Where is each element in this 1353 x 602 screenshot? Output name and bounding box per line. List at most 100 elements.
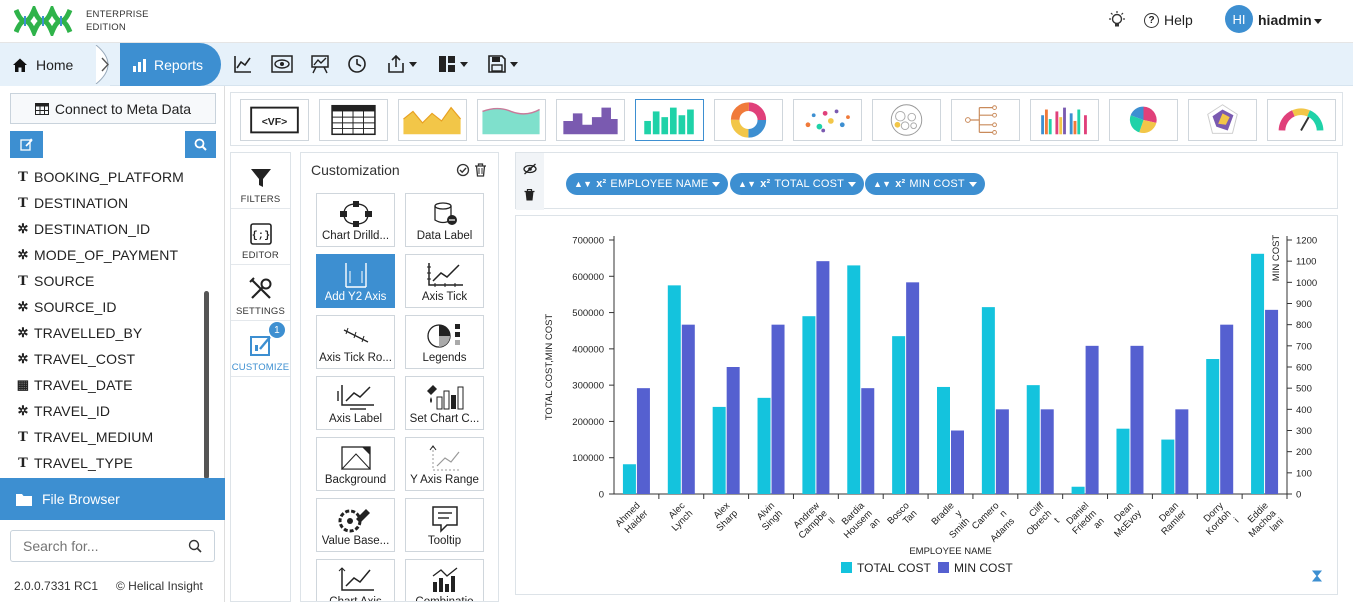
edit-icon <box>20 138 33 151</box>
customization-tile[interactable]: Data Label <box>405 193 484 247</box>
chart-type-grouped-bar[interactable] <box>635 99 704 141</box>
y2-tick-label: 1000 <box>1296 278 1317 289</box>
customization-tile[interactable]: Axis Label <box>316 376 395 430</box>
export-icon[interactable] <box>386 52 417 76</box>
chart-type-multi-bar[interactable] <box>1030 99 1099 141</box>
field-item-label: TRAVEL_DATE <box>34 377 133 393</box>
customization-tile[interactable]: Axis Tick <box>405 254 484 308</box>
search-icon[interactable] <box>188 539 202 553</box>
numeric-type-icon: ✲ <box>17 247 29 262</box>
chart-type-area[interactable] <box>398 99 467 141</box>
customization-tile[interactable]: Add Y2 Axis <box>316 254 395 308</box>
customization-tile-label: Add Y2 Axis <box>324 291 387 303</box>
chart-type-vf[interactable]: <VF> <box>240 99 309 141</box>
layout-icon[interactable] <box>437 52 468 76</box>
y-axis-label: TOTAL COST,MIN COST <box>544 314 555 421</box>
field-item[interactable]: ✲ SOURCE_ID <box>16 294 201 320</box>
customization-tile-label: Axis Tick <box>421 291 468 303</box>
field-item[interactable]: T TRAVEL_MEDIUM <box>16 424 201 450</box>
field-list-scrollbar[interactable] <box>204 291 209 479</box>
edit-metadata-button[interactable] <box>10 131 43 158</box>
customization-tile[interactable]: Chart Axis <box>316 559 395 601</box>
line-chart-icon[interactable] <box>233 52 253 76</box>
x-tick-label-line: Adams <box>988 516 1017 545</box>
chart-type-bar-steps[interactable] <box>556 99 625 141</box>
breadcrumb-reports[interactable]: Reports <box>120 43 221 86</box>
helical-logo-icon[interactable] <box>14 6 76 36</box>
y2-axis-label: MIN COST <box>1271 235 1282 282</box>
chart-color-icon <box>406 383 483 411</box>
customization-tile[interactable]: Value Base... <box>316 498 395 552</box>
user-menu[interactable]: hiadmin <box>1258 12 1322 28</box>
help-link[interactable]: ? Help <box>1144 12 1193 28</box>
report-chart-icon[interactable] <box>310 52 330 76</box>
bulb-icon[interactable] <box>1107 10 1127 30</box>
field-item[interactable]: T BOOKING_PLATFORM <box>16 164 201 190</box>
avatar[interactable]: HI <box>1225 5 1253 33</box>
chart-type-gauge[interactable] <box>1267 99 1336 141</box>
customization-tile[interactable]: Axis Tick Ro... <box>316 315 395 369</box>
chart-type-tree[interactable] <box>951 99 1020 141</box>
tab-editor[interactable]: {;} EDITOR <box>231 209 290 265</box>
chart-type-radar[interactable] <box>1188 99 1257 141</box>
field-pill-label: EMPLOYEE NAME <box>610 178 709 190</box>
tab-customize[interactable]: CUSTOMIZE 1 <box>231 321 290 377</box>
field-pill-employee-name[interactable]: ▲▼ x² EMPLOYEE NAME <box>566 173 729 195</box>
customization-tile-label: Combinatio <box>415 596 474 602</box>
field-item[interactable]: ✲ TRAVELLED_BY <box>16 320 201 346</box>
customization-tile[interactable]: Set Chart C... <box>405 376 484 430</box>
customization-tile[interactable]: Y Axis Range <box>405 437 484 491</box>
history-icon[interactable] <box>347 52 367 76</box>
customize-count-badge: 1 <box>269 322 285 338</box>
chart-type-table[interactable] <box>319 99 388 141</box>
customization-title: Customization <box>311 162 400 178</box>
search-fields-button[interactable] <box>185 131 216 158</box>
bar-total-cost <box>802 316 816 494</box>
customization-tile[interactable]: Combinatio <box>405 559 484 602</box>
calendar-icon: ▦ <box>16 377 30 392</box>
tab-settings[interactable]: SETTINGS <box>231 265 290 321</box>
file-browser-button[interactable]: File Browser <box>0 478 225 520</box>
field-item[interactable]: ✲ DESTINATION_ID <box>16 216 201 242</box>
chart-type-pie[interactable] <box>1109 99 1178 141</box>
trash-icon[interactable] <box>524 189 535 201</box>
numeric-type-icon: ✲ <box>17 221 29 236</box>
trash-icon[interactable] <box>474 163 487 177</box>
chart-type-pack[interactable] <box>872 99 941 141</box>
field-item[interactable]: T TRAVEL_TYPE <box>16 450 201 476</box>
customization-tile-label: Legends <box>422 352 467 364</box>
visibility-icon[interactable] <box>523 163 537 175</box>
save-icon[interactable] <box>487 52 518 76</box>
tab-filters[interactable]: FILTERS <box>231 153 290 209</box>
bar-total-cost <box>1251 253 1265 494</box>
home-icon <box>13 58 27 72</box>
field-pill-min-cost[interactable]: ▲▼ x² MIN COST <box>865 173 985 195</box>
customization-tile-label: Data Label <box>416 230 473 242</box>
bar-total-cost <box>847 265 861 494</box>
field-item[interactable]: ▦ TRAVEL_DATE <box>16 372 201 398</box>
search-input[interactable] <box>23 538 183 554</box>
customization-tile[interactable]: Background <box>316 437 395 491</box>
bar-min-cost <box>771 324 785 494</box>
preview-icon[interactable] <box>271 52 293 76</box>
connect-metadata-button[interactable]: Connect to Meta Data <box>10 93 216 124</box>
chart-type-scatter[interactable] <box>793 99 862 141</box>
numeric-type-icon: ✲ <box>17 351 29 366</box>
customization-tile[interactable]: Chart Drilld... <box>316 193 395 247</box>
customization-tile[interactable]: Tooltip <box>405 498 484 552</box>
field-item[interactable]: ✲ MODE_OF_PAYMENT <box>16 242 201 268</box>
field-item[interactable]: T SOURCE <box>16 268 201 294</box>
check-circle-icon[interactable] <box>456 163 470 177</box>
field-item[interactable]: ✲ TRAVEL_COST <box>16 346 201 372</box>
field-item[interactable]: ✲ TRAVEL_ID <box>16 398 201 424</box>
field-pill-total-cost[interactable]: ▲▼ x² TOTAL COST <box>730 173 865 195</box>
field-item[interactable]: T DESTINATION <box>16 190 201 216</box>
chart-type-donut[interactable] <box>714 99 783 141</box>
customization-tile[interactable]: Legends <box>405 315 484 369</box>
breadcrumb-home[interactable]: Home <box>0 43 110 86</box>
chart-type-stream[interactable] <box>477 99 546 141</box>
customization-tile-label: Background <box>324 474 387 486</box>
